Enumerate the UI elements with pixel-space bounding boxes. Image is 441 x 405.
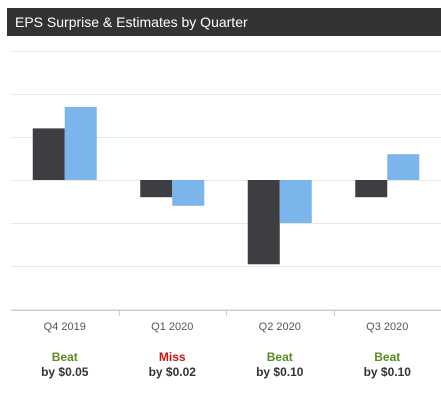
bar-q3-2020-s1: [355, 180, 388, 198]
chart-title: EPS Surprise & Estimates by Quarter: [7, 8, 441, 36]
result-amount: by $0.02: [148, 365, 196, 379]
bar-q1-2020-s2: [172, 180, 205, 206]
result-verdict: Beat: [266, 350, 293, 364]
x-tick-label: Q4 2019: [44, 321, 86, 333]
result-amount: by $0.10: [363, 365, 411, 379]
bar-q1-2020-s1: [140, 180, 173, 198]
result-amount: by $0.10: [256, 365, 304, 379]
result-4: Beat by $0.10: [347, 350, 427, 380]
result-1: Beat by $0.05: [25, 350, 105, 380]
result-2: Miss by $0.02: [132, 350, 212, 380]
x-tick-label: Q3 2020: [366, 321, 408, 333]
result-3: Beat by $0.10: [240, 350, 320, 380]
x-tick-label: Q1 2020: [151, 321, 193, 333]
bar-q2-2020-s2: [279, 180, 312, 223]
bar-q4-2019-s2: [64, 106, 97, 180]
bar-q2-2020-s1: [247, 180, 280, 265]
bar-q4-2019-s1: [32, 128, 65, 180]
result-verdict: Beat: [51, 350, 78, 364]
bar-q3-2020-s2: [387, 154, 420, 180]
result-amount: by $0.05: [41, 365, 89, 379]
result-verdict: Miss: [158, 350, 186, 364]
x-tick-label: Q2 2020: [259, 321, 301, 333]
result-verdict: Beat: [374, 350, 401, 364]
